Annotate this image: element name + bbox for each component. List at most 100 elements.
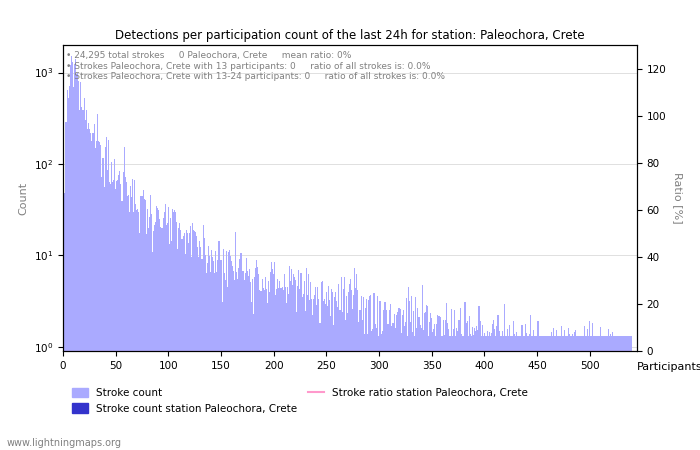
Bar [208,246,209,450]
Bar [254,277,256,450]
Legend: Stroke count, Stroke count station Paleochora, Crete, Stroke ratio station Paleo: Stroke count, Stroke count station Paleo… [68,384,532,418]
Bar [551,332,552,450]
Bar [491,333,492,450]
Bar [336,302,337,450]
Bar [580,336,581,450]
Bar [279,280,281,450]
Bar [483,336,484,450]
Bar [333,325,334,450]
Bar [69,86,70,450]
Bar [480,321,481,450]
Bar [582,336,583,450]
Bar [327,306,328,450]
Bar [118,175,119,450]
Bar [132,179,133,450]
Bar [451,309,452,450]
Bar [488,336,489,450]
Bar [585,336,586,450]
Bar [362,320,363,450]
Bar [626,336,627,450]
Bar [570,336,571,450]
Title: Detections per participation count of the last 24h for station: Paleochora, Cret: Detections per participation count of th… [116,29,584,42]
Bar [484,333,485,450]
Bar [621,336,622,450]
Bar [531,336,532,450]
Bar [549,336,550,450]
Bar [413,311,414,450]
Bar [196,236,197,450]
Bar [569,334,570,450]
Bar [617,336,619,450]
Bar [179,224,181,450]
Bar [498,331,500,450]
Bar [587,329,588,450]
Bar [112,182,113,450]
Bar [575,330,576,450]
Bar [310,282,311,450]
Bar [415,297,416,450]
Bar [530,315,531,450]
Bar [204,255,206,450]
Bar [417,307,419,450]
Bar [461,336,463,450]
Bar [289,266,290,450]
Bar [411,296,412,450]
Bar [171,241,172,450]
Bar [72,62,73,450]
Bar [311,299,312,450]
Bar [125,177,126,450]
Bar [291,269,292,450]
Bar [178,228,179,450]
Bar [525,324,526,450]
Bar [114,159,115,450]
Bar [544,336,545,450]
Bar [241,271,243,450]
Bar [589,321,590,450]
Bar [394,314,395,450]
Bar [438,316,440,450]
Bar [92,133,93,450]
Bar [507,329,508,450]
Bar [231,261,232,450]
Bar [393,323,394,450]
Bar [251,302,252,450]
Bar [481,336,482,450]
Bar [430,313,431,450]
Bar [554,336,555,450]
Bar [229,250,230,450]
Bar [538,336,540,450]
Bar [427,306,428,450]
Bar [494,329,496,450]
Bar [170,218,171,450]
Bar [260,291,262,450]
Bar [247,271,248,450]
Bar [404,326,405,450]
Bar [548,336,549,450]
Bar [564,330,565,450]
Bar [110,184,111,450]
Bar [604,336,605,450]
Bar [490,336,491,450]
Bar [206,263,208,450]
Bar [85,110,87,450]
Bar [326,292,327,450]
Bar [102,158,104,450]
Bar [344,320,346,450]
Bar [348,292,349,450]
Bar [606,336,607,450]
Bar [555,336,556,450]
Bar [602,336,603,450]
Bar [294,277,295,450]
Bar [176,222,177,450]
Bar [202,225,204,450]
Bar [160,227,162,450]
Bar [370,295,371,450]
Bar [381,333,382,450]
Bar [603,336,604,450]
Bar [237,279,239,450]
Bar [385,302,386,450]
Bar [126,182,127,450]
Bar [406,298,407,450]
Bar [503,336,504,450]
Bar [374,293,375,450]
